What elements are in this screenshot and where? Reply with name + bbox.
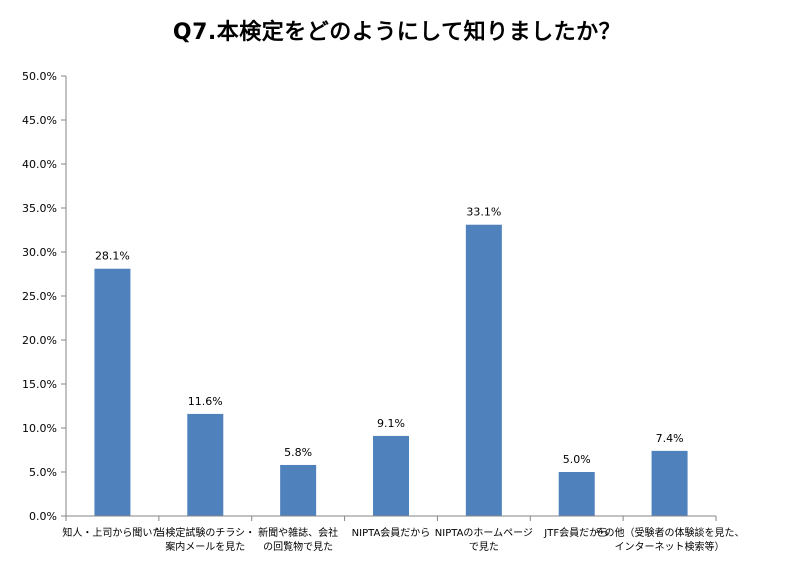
data-label: 7.4% xyxy=(656,432,684,445)
y-tick-label: 20.0% xyxy=(22,334,57,347)
bar xyxy=(280,464,317,516)
x-category-label: その他（受験者の体験談を見た、インターネット検索等） xyxy=(595,526,745,553)
y-tick-label: 25.0% xyxy=(22,290,57,303)
y-tick-label: 50.0% xyxy=(22,70,57,83)
y-tick-label: 30.0% xyxy=(22,246,57,259)
x-category-label-line: 当検定試験のチラシ・ xyxy=(155,526,255,539)
data-label: 5.0% xyxy=(563,453,591,466)
y-tick-label: 40.0% xyxy=(22,158,57,171)
y-tick-label: 15.0% xyxy=(22,378,57,391)
x-category-label: NIPTA会員だから xyxy=(352,526,431,539)
y-tick-label: 0.0% xyxy=(29,510,57,523)
data-label: 33.1% xyxy=(466,206,501,219)
chart-title: Q7.本検定をどのようにして知りましたか？ xyxy=(172,20,622,45)
bar xyxy=(373,435,409,516)
data-label: 5.8% xyxy=(284,446,312,459)
y-axis-ticks: 0.0% 5.0% 10.0% 15.0% 20.0% 25.0% 30.0% 35.0% 40… xyxy=(22,70,717,523)
y-tick-label: 35.0% xyxy=(22,202,57,215)
data-label: 9.1% xyxy=(377,417,405,430)
data-labels: 28.1% 11.6% 5.8% 9.1% 33.1% 5.0% 7.4% xyxy=(95,206,684,466)
bars xyxy=(94,224,688,516)
x-category-label-line: インターネット検索等） xyxy=(615,540,725,553)
x-axis-labels: 知人・上司から聞いた当検定試験のチラシ・案内メールを見た新聞や雑誌、会社の回覧物… xyxy=(62,526,744,553)
x-category-label: JTF会員だから xyxy=(543,526,609,539)
bar xyxy=(465,224,502,516)
x-category-label-line: 知人・上司から聞いた xyxy=(62,526,162,539)
bar xyxy=(558,472,595,516)
x-category-label: 当検定試験のチラシ・案内メールを見た xyxy=(155,526,255,553)
x-category-label: 新聞や雑誌、会社の回覧物で見た xyxy=(258,526,338,553)
x-category-label-line: 案内メールを見た xyxy=(165,540,245,553)
data-label: 28.1% xyxy=(95,250,130,263)
x-category-label-line: で見た xyxy=(469,541,499,553)
bar xyxy=(187,413,224,516)
bar xyxy=(94,268,131,516)
x-category-label: NIPTAのホームページで見た xyxy=(435,527,533,553)
bar xyxy=(651,450,688,516)
x-category-label-line: その他（受験者の体験談を見た、 xyxy=(595,526,745,539)
x-category-label-line: NIPTA会員だから xyxy=(352,526,431,539)
x-category-label-line: JTF会員だから xyxy=(543,526,609,539)
y-tick-label: 10.0% xyxy=(22,422,57,435)
x-category-label-line: の回覧物で見た xyxy=(263,540,333,553)
y-tick-label: 45.0% xyxy=(22,114,57,127)
y-tick-label: 5.0% xyxy=(29,466,57,479)
data-label: 11.6% xyxy=(188,395,223,408)
x-category-label-line: 新聞や雑誌、会社 xyxy=(258,526,338,539)
x-category-label-line: NIPTAのホームページ xyxy=(435,527,533,539)
x-category-label: 知人・上司から聞いた xyxy=(62,526,162,539)
